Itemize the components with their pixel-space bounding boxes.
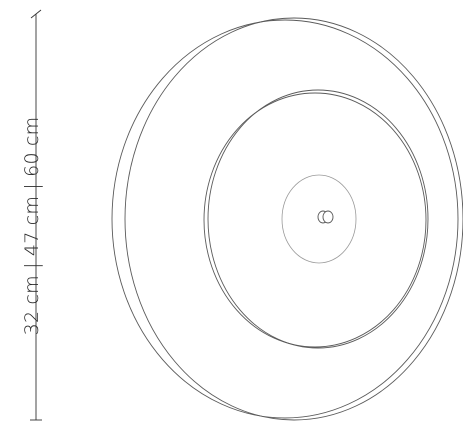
middle-disc-front-edge	[207, 89, 429, 349]
center-knob-front	[322, 210, 334, 224]
middle-disc-back-edge	[203, 92, 427, 348]
outer-disc-front-edge	[124, 17, 463, 421]
dimension-line	[30, 9, 42, 421]
outer-disc-back-edge	[111, 19, 459, 419]
dimension-label: 32 cm | 47 cm | 60 cm	[21, 116, 43, 336]
dimension-tick-top	[30, 9, 42, 19]
center-ring	[281, 174, 357, 264]
center-knob	[317, 210, 334, 224]
